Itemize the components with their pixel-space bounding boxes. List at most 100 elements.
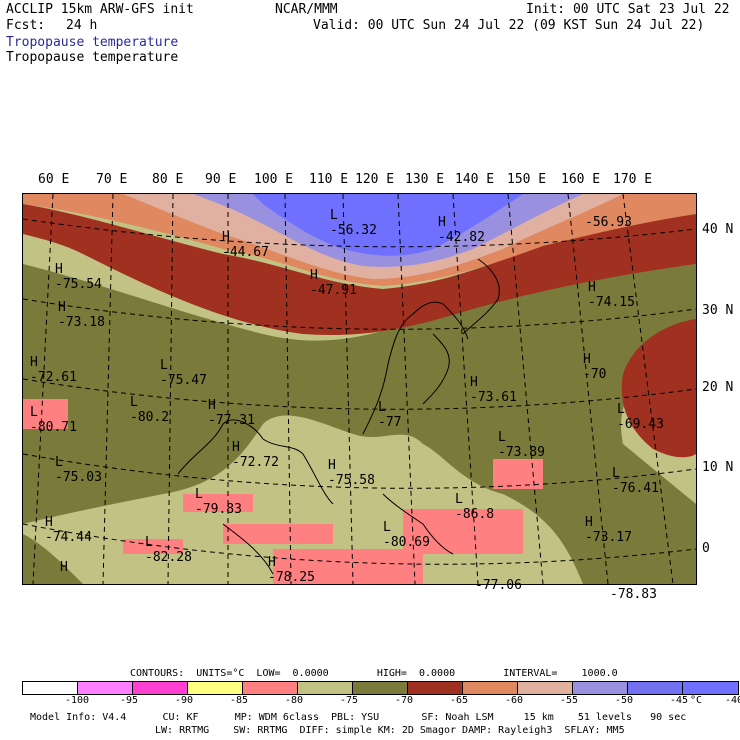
colorbar-cell	[133, 682, 188, 694]
center-type: H	[588, 280, 596, 295]
center-type: L	[612, 466, 620, 481]
colorbar-tick-label: -60	[505, 695, 524, 706]
center-type: H	[470, 375, 478, 390]
colorbar-cell	[353, 682, 408, 694]
center-value: -80.2	[130, 410, 170, 425]
pressure-center-label: L -73.89	[498, 430, 545, 460]
pressure-center-label: L -69.43	[617, 402, 664, 432]
latitude-label: 40 N	[702, 222, 734, 237]
colorbar-cell	[518, 682, 573, 694]
forecast-hour: 24 h	[66, 18, 98, 33]
center-value: -76.41	[612, 481, 659, 496]
center-type: L	[195, 487, 203, 502]
organization: NCAR/MMM	[275, 2, 338, 17]
pressure-center-label: L -79.83	[195, 487, 242, 517]
center-value: -69.43	[617, 417, 664, 432]
pressure-center-label: -78.83	[610, 572, 657, 602]
center-type: H	[438, 215, 446, 230]
center-type: L	[617, 402, 625, 417]
east-red-cell	[621, 319, 696, 458]
center-value: -77.31	[208, 413, 255, 428]
colorbar-tick-label: °C	[690, 695, 703, 706]
model-info: Model Info: V4.4 CU: KF MP: WDM 6class P…	[30, 712, 687, 723]
colorbar-tick-label: -70	[395, 695, 414, 706]
map-panel[interactable]	[22, 193, 697, 585]
center-type: H	[585, 515, 593, 530]
longitude-label: 70 E	[96, 172, 128, 187]
longitude-label: 60 E	[38, 172, 70, 187]
colorbar-tick-label: -75	[340, 695, 359, 706]
center-value: -79.83	[195, 502, 242, 517]
center-type: H	[208, 398, 216, 413]
latitude-label: 10 N	[702, 460, 734, 475]
contour-info: CONTOURS: UNITS=°C LOW= 0.0000 HIGH= 0.0…	[130, 668, 618, 679]
pressure-center-label: L -56.32	[330, 208, 377, 238]
colorbar-cell	[188, 682, 243, 694]
pressure-center-label: L -76.41	[612, 466, 659, 496]
center-type: L	[498, 430, 506, 445]
center-value: -73.89	[498, 445, 545, 460]
pressure-center-label: H -75.58	[328, 458, 375, 488]
center-type: H	[583, 352, 591, 367]
center-value: -82.28	[145, 550, 192, 565]
pressure-center-label: H -72.72	[232, 440, 279, 470]
longitude-label: 160 E	[561, 172, 601, 187]
colorbar-tick-label: -85	[230, 695, 249, 706]
center-value: -56.93	[585, 215, 632, 230]
colorbar-tick-label: -100	[65, 695, 90, 706]
pressure-center-label: L -80.2	[130, 395, 169, 425]
coastlines	[177, 258, 500, 575]
pressure-center-label: -56.93	[585, 200, 632, 230]
longitude-label: 100 E	[254, 172, 294, 187]
colorbar-tick-label: -65	[450, 695, 469, 706]
center-value: -75.58	[328, 473, 375, 488]
pressure-center-label: L -77	[378, 400, 401, 430]
map-canvas	[23, 194, 696, 584]
colorbar-tick-label: -95	[120, 695, 139, 706]
color-bar	[22, 681, 739, 695]
center-type: H	[268, 555, 276, 570]
valid-time: Valid: 00 UTC Sun 24 Jul 22 (09 KST Sun …	[313, 18, 705, 33]
center-value: -77	[378, 415, 402, 430]
latitude-label: 0	[702, 541, 710, 556]
longitude-label: 80 E	[152, 172, 184, 187]
colorbar-tick-label: -45	[670, 695, 689, 706]
center-value: -73.17	[585, 530, 632, 545]
center-value: -73.18	[58, 315, 105, 330]
pressure-center-label: H -77.31	[208, 398, 255, 428]
center-type: L	[30, 405, 38, 420]
longitude-label: 130 E	[405, 172, 445, 187]
center-value: -72.61	[30, 370, 77, 385]
colorbar-cell	[23, 682, 78, 694]
center-type: H	[222, 230, 230, 245]
center-value: -78.25	[268, 570, 315, 585]
center-value: -80.69	[383, 535, 430, 550]
center-type: H	[55, 262, 63, 277]
pressure-center-label: H -74.44	[45, 515, 92, 545]
center-value: -72.72	[232, 455, 279, 470]
pressure-center-label: H	[60, 560, 68, 575]
pressure-center-label: -77.06	[475, 563, 522, 593]
colorbar-tick-label: -50	[615, 695, 634, 706]
center-value: -75.54	[55, 277, 102, 292]
pressure-center-label: H -73.18	[58, 300, 105, 330]
cold-patches	[23, 399, 543, 584]
pressure-center-label: L -86.8	[455, 492, 494, 522]
pressure-center-label: L -75.03	[55, 455, 102, 485]
colorbar-tick-label: -40	[725, 695, 740, 706]
colorbar-cell	[463, 682, 518, 694]
center-type: L	[455, 492, 463, 507]
longitude-label: 120 E	[355, 172, 395, 187]
center-type: L	[378, 400, 386, 415]
longitude-label: 90 E	[205, 172, 237, 187]
center-value: -77.06	[475, 578, 522, 593]
center-type: L	[130, 395, 138, 410]
pressure-center-label: H -47.91	[310, 268, 357, 298]
pressure-center-label: H -78.25	[268, 555, 315, 585]
center-value: -47.91	[310, 283, 357, 298]
latitude-label: 20 N	[702, 380, 734, 395]
dark-red-band	[23, 204, 696, 335]
graticule	[23, 194, 696, 584]
colorbar-cell	[408, 682, 463, 694]
blue-core-region	[253, 194, 523, 256]
